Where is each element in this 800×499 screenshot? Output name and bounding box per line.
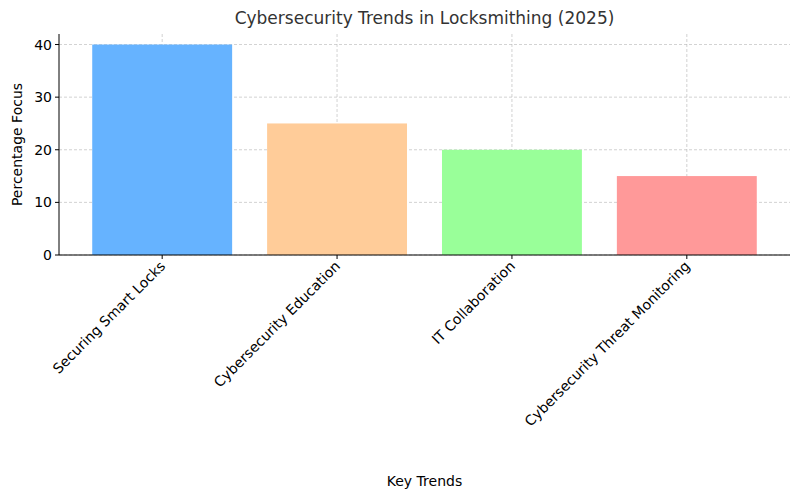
grid xyxy=(59,34,790,255)
y-axis-line xyxy=(59,34,60,255)
y-tick xyxy=(55,44,59,45)
x-tick xyxy=(162,255,163,259)
title: Cybersecurity Trends in Locksmithing (20… xyxy=(235,8,615,28)
x-tick-label: Cybersecurity Threat Monitoring xyxy=(521,258,693,430)
y-axis-label: Percentage Focus xyxy=(9,83,25,206)
x-tick xyxy=(686,255,687,259)
y-grid-line xyxy=(59,255,790,256)
chart-container: 0 10 20 30 40 Securing Smart Locks Cybersecuri… xyxy=(0,0,800,499)
y-tick xyxy=(55,202,59,203)
y-tick xyxy=(55,255,59,256)
bar xyxy=(267,123,407,255)
x-tick xyxy=(511,255,512,259)
y-tick xyxy=(55,149,59,150)
y-tick xyxy=(55,97,59,98)
x-tick xyxy=(337,255,338,259)
x-tick-label: IT Collaboration xyxy=(429,258,518,347)
bar xyxy=(92,45,232,255)
y-tick-label: 20 xyxy=(34,142,52,158)
chart-svg: 0 10 20 30 40 Securing Smart Locks Cybersecuri… xyxy=(0,0,800,499)
bar xyxy=(617,176,757,255)
x-tick-label: Cybersecurity Education xyxy=(211,258,343,390)
y-tick-label: 10 xyxy=(34,194,52,210)
x-tick-label: Securing Smart Locks xyxy=(50,258,169,377)
y-tick-label: 0 xyxy=(43,247,52,263)
y-tick-label: 30 xyxy=(34,89,52,105)
bars xyxy=(92,45,757,255)
y-tick-label: 40 xyxy=(34,37,52,53)
x-axis-label: Key Trends xyxy=(387,473,462,489)
bar xyxy=(442,150,582,255)
x-axis-line xyxy=(59,255,790,256)
